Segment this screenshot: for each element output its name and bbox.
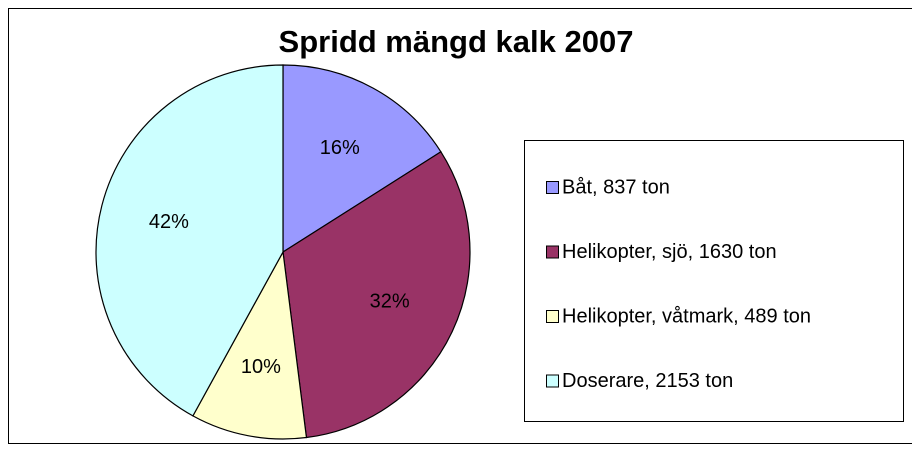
data-label: 16%: [320, 137, 360, 159]
pie-slice: [282, 64, 442, 254]
legend-swatch: [546, 245, 559, 259]
legend-swatch: [546, 181, 559, 194]
data-label: 10%: [241, 356, 281, 378]
data-label: 42%: [149, 211, 189, 233]
pie-slice: [192, 250, 308, 440]
pie-slice: [95, 64, 284, 417]
legend-box: [524, 140, 904, 422]
legend-label: Båt, 837 ton: [562, 176, 670, 198]
chart-title: Spridd mängd kalk 2007: [279, 24, 634, 59]
legend-label: Helikopter, sjö, 1630 ton: [562, 241, 777, 263]
pie-slice: [282, 150, 471, 439]
legend-label: Doserare, 2153 ton: [562, 370, 733, 392]
legend-swatch: [546, 310, 559, 323]
data-label: 32%: [370, 290, 410, 312]
legend-label: Helikopter, våtmark, 489 ton: [562, 305, 811, 327]
legend-swatch: [546, 374, 559, 388]
